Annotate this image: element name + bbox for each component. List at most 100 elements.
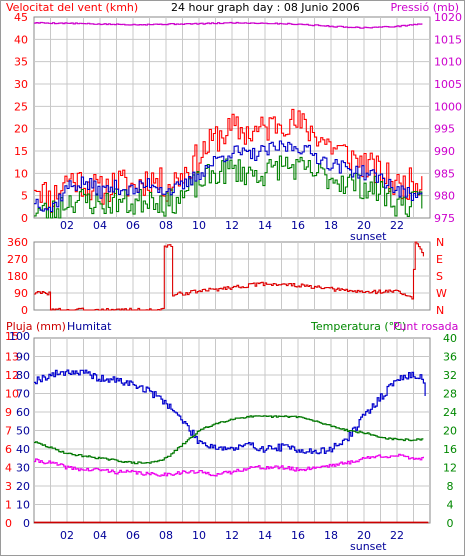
pressure-axis-label: Pressió (mb) xyxy=(390,1,459,14)
pressure-tick-label: 990 xyxy=(434,145,455,158)
humidity-axis-label: Humitat xyxy=(67,320,112,333)
pressure-tick-label: 975 xyxy=(434,212,455,225)
hour-tick-label: 22 xyxy=(390,529,404,542)
hour-tick-label: 18 xyxy=(324,219,338,232)
chart-title: 24 hour graph day : 08 Junio 2006 xyxy=(171,1,360,14)
humidity-tick-label: 80 xyxy=(16,369,30,382)
direction-tick-label: 90 xyxy=(14,287,28,300)
compass-label: W xyxy=(436,287,447,300)
temperature-tick-label: 40 xyxy=(443,332,457,345)
humidity-tick-label: 40 xyxy=(16,443,30,456)
wind-speed-tick-label: 35 xyxy=(14,56,28,69)
pressure-tick-label: 995 xyxy=(434,123,455,136)
rain-tick-label: 15 xyxy=(5,330,19,343)
humidity-tick-label: 20 xyxy=(16,480,30,493)
sunset-marker-label: sunset xyxy=(350,230,387,243)
compass-label: E xyxy=(436,253,443,266)
humidity-tick-label: 90 xyxy=(16,351,30,364)
temperature-tick-label: 4 xyxy=(447,499,454,512)
pressure-tick-label: 1015 xyxy=(434,33,462,46)
pressure-tick-label: 1010 xyxy=(434,56,462,69)
humidity-tick-label: 30 xyxy=(16,462,30,475)
meteo-series-temperature xyxy=(34,415,424,465)
temperature-tick-label: 0 xyxy=(447,517,454,530)
direction-series xyxy=(34,241,424,311)
rain-tick-label: 4 xyxy=(5,462,12,475)
wind-speed-tick-label: 5 xyxy=(21,190,28,203)
rain-axis-label: Pluja (mm) xyxy=(6,320,66,333)
temperature-tick-label: 20 xyxy=(443,425,457,438)
hour-tick-label: 04 xyxy=(93,529,107,542)
hour-tick-label: 20 xyxy=(357,219,371,232)
hour-tick-label: 04 xyxy=(93,219,107,232)
wind-series-dir_avg xyxy=(34,140,423,213)
wind-speed-tick-label: 25 xyxy=(14,100,28,113)
pressure-tick-label: 985 xyxy=(434,167,455,180)
wind-speed-tick-label: 15 xyxy=(14,145,28,158)
meteo-series-dewpoint xyxy=(34,453,424,477)
wind-speed-tick-label: 20 xyxy=(14,123,28,136)
rain-tick-label: 10 xyxy=(5,388,19,401)
rain-tick-label: 9 xyxy=(5,406,12,419)
hour-tick-label: 16 xyxy=(291,529,305,542)
pressure-tick-label: 1005 xyxy=(434,78,462,91)
wind-speed-tick-label: 40 xyxy=(14,33,28,46)
hour-tick-label: 06 xyxy=(126,219,140,232)
text-layer: Velocitat del vent (kmh) 24 hour graph d… xyxy=(5,1,462,553)
wind-speed-tick-label: 0 xyxy=(21,212,28,225)
hour-tick-label: 02 xyxy=(60,529,74,542)
humidity-tick-label: 70 xyxy=(16,388,30,401)
direction-tick-label: 270 xyxy=(7,253,28,266)
temperature-tick-label: 32 xyxy=(443,369,457,382)
hour-tick-label: 16 xyxy=(291,219,305,232)
direction-tick-label: 0 xyxy=(21,304,28,317)
temperature-axis-label: Temperatura (°C) xyxy=(310,320,406,333)
temperature-tick-label: 16 xyxy=(443,443,457,456)
dewpoint-axis-label: Punt rosada xyxy=(393,320,458,333)
rain-tick-label: 1 xyxy=(5,499,12,512)
wind-speed-tick-label: 45 xyxy=(14,11,28,24)
temperature-tick-label: 36 xyxy=(443,351,457,364)
hour-tick-label: 12 xyxy=(225,219,239,232)
pressure-tick-label: 1020 xyxy=(434,11,462,24)
hour-tick-label: 02 xyxy=(60,219,74,232)
hour-tick-label: 14 xyxy=(258,219,272,232)
grid-layer xyxy=(33,16,431,524)
compass-label: N xyxy=(436,236,444,249)
hour-tick-label: 22 xyxy=(390,219,404,232)
wind-speed-tick-label: 30 xyxy=(14,78,28,91)
meteo-series-humidity xyxy=(34,369,426,455)
pressure-tick-label: 980 xyxy=(434,190,455,203)
humidity-tick-label: 60 xyxy=(16,406,30,419)
wind-speed-axis-label: Velocitat del vent (kmh) xyxy=(6,1,138,14)
rain-tick-label: 0 xyxy=(5,517,12,530)
humidity-tick-label: 0 xyxy=(23,517,30,530)
temperature-tick-label: 24 xyxy=(443,406,457,419)
humidity-tick-label: 10 xyxy=(16,499,30,512)
direction-tick-label: 360 xyxy=(7,236,28,249)
wind-series-pressure xyxy=(34,21,423,29)
wind-speed-tick-label: 10 xyxy=(14,167,28,180)
compass-label: N xyxy=(436,304,444,317)
compass-label: S xyxy=(436,270,443,283)
hour-tick-label: 20 xyxy=(357,529,371,542)
direction-tick-label: 180 xyxy=(7,270,28,283)
hour-tick-label: 08 xyxy=(159,529,173,542)
rain-tick-label: 12 xyxy=(5,369,19,382)
temperature-tick-label: 28 xyxy=(443,388,457,401)
temperature-tick-label: 12 xyxy=(443,462,457,475)
hour-tick-label: 08 xyxy=(159,219,173,232)
hour-tick-label: 12 xyxy=(225,529,239,542)
series-layer xyxy=(34,21,429,524)
hour-tick-label: 14 xyxy=(258,529,272,542)
rain-tick-label: 6 xyxy=(5,443,12,456)
temperature-tick-label: 8 xyxy=(447,480,454,493)
wind-series-gust xyxy=(34,108,423,214)
humidity-tick-label: 50 xyxy=(16,425,30,438)
rain-tick-label: 13 xyxy=(5,351,19,364)
humidity-tick-label: 100 xyxy=(9,330,30,343)
rain-tick-label: 3 xyxy=(5,480,12,493)
hour-tick-label: 06 xyxy=(126,529,140,542)
